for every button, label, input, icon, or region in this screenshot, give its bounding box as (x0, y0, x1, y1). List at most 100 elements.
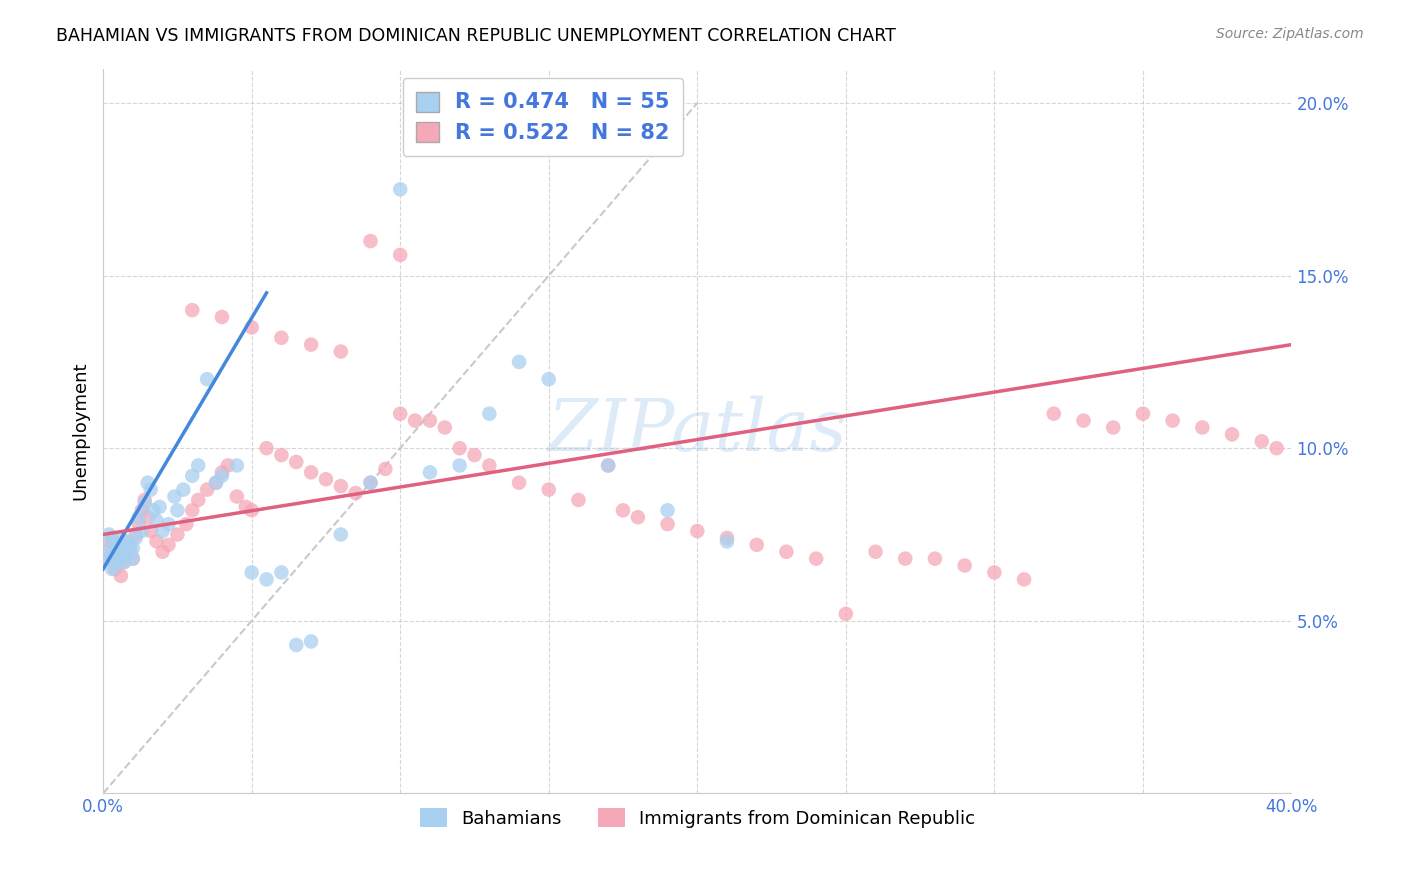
Point (1073, 414, 1095, 428)
Point (125, 531, 148, 545)
Point (1042, 407, 1064, 421)
Point (449, 458, 471, 473)
Point (1132, 407, 1154, 421)
Point (285, 638, 308, 652)
Point (256, 441, 278, 455)
Point (181, 503, 204, 517)
Point (176, 517, 198, 532)
Point (145, 514, 167, 528)
Point (508, 475, 530, 490)
Point (235, 500, 257, 514)
Point (433, 420, 456, 434)
Point (145, 534, 167, 549)
Point (134, 492, 156, 507)
Point (329, 527, 352, 541)
Legend: Bahamians, Immigrants from Dominican Republic: Bahamians, Immigrants from Dominican Rep… (412, 801, 983, 835)
Point (329, 344, 352, 359)
Point (716, 534, 738, 549)
Point (112, 541, 135, 556)
Point (112, 555, 135, 569)
Point (121, 551, 143, 566)
Point (110, 569, 132, 583)
Point (101, 534, 124, 549)
Point (598, 458, 620, 473)
Point (1161, 414, 1184, 428)
Point (344, 486, 367, 500)
Point (112, 555, 135, 569)
Point (1191, 420, 1213, 434)
Text: ZIPatlas: ZIPatlas (547, 396, 846, 467)
Point (804, 551, 827, 566)
Point (299, 466, 322, 480)
Point (136, 475, 159, 490)
Point (118, 545, 141, 559)
Point (627, 510, 650, 524)
Point (98, 527, 121, 541)
Point (374, 462, 396, 476)
Point (225, 490, 247, 504)
Point (1012, 572, 1035, 586)
Point (163, 490, 186, 504)
Point (94, 545, 117, 559)
Point (508, 355, 530, 369)
Point (953, 558, 976, 573)
Point (110, 551, 132, 566)
Point (745, 538, 768, 552)
Point (107, 548, 129, 562)
Y-axis label: Unemployment: Unemployment (72, 361, 89, 500)
Point (104, 541, 127, 556)
Point (172, 483, 194, 497)
Point (98, 551, 121, 566)
Point (136, 510, 159, 524)
Point (463, 448, 485, 462)
Point (389, 248, 412, 262)
Point (131, 503, 153, 517)
Point (115, 534, 138, 549)
Point (139, 483, 162, 497)
Point (270, 448, 292, 462)
Point (181, 303, 204, 318)
Point (983, 566, 1005, 580)
Point (157, 538, 180, 552)
Point (128, 517, 150, 532)
Point (449, 441, 471, 455)
Point (894, 551, 917, 566)
Point (716, 531, 738, 545)
Point (360, 475, 382, 490)
Point (211, 466, 233, 480)
Point (657, 503, 679, 517)
Text: BAHAMIAN VS IMMIGRANTS FROM DOMINICAN REPUBLIC UNEMPLOYMENT CORRELATION CHART: BAHAMIAN VS IMMIGRANTS FROM DOMINICAN RE… (56, 27, 896, 45)
Point (104, 562, 127, 576)
Point (360, 475, 382, 490)
Point (157, 517, 180, 532)
Point (166, 503, 188, 517)
Point (107, 548, 129, 562)
Point (110, 531, 132, 545)
Point (537, 483, 560, 497)
Point (142, 503, 165, 517)
Point (115, 545, 138, 559)
Point (181, 468, 204, 483)
Point (598, 458, 620, 473)
Point (299, 337, 322, 351)
Point (128, 510, 150, 524)
Point (478, 407, 501, 421)
Point (419, 466, 441, 480)
Point (217, 458, 239, 473)
Point (389, 182, 412, 196)
Point (389, 407, 412, 421)
Point (240, 320, 263, 334)
Point (187, 458, 209, 473)
Point (924, 551, 946, 566)
Point (121, 541, 143, 556)
Point (131, 524, 153, 538)
Point (211, 468, 233, 483)
Point (329, 479, 352, 493)
Point (195, 372, 218, 386)
Point (315, 472, 337, 486)
Point (775, 545, 797, 559)
Point (166, 527, 188, 541)
Point (686, 524, 709, 538)
Point (299, 634, 322, 648)
Point (98, 538, 121, 552)
